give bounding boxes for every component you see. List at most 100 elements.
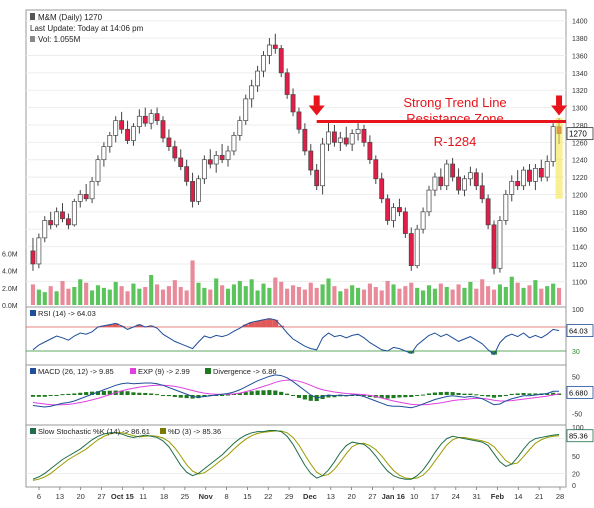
volume-bar	[249, 279, 254, 305]
volume-bar	[444, 287, 449, 305]
volume-tick-label: 6.0M	[2, 252, 18, 259]
divergence-bar	[545, 393, 550, 395]
price-tick-label: 1360	[572, 53, 588, 60]
divergence-bar	[237, 392, 242, 395]
divergence-bar	[285, 393, 290, 395]
volume-bar	[379, 290, 384, 305]
divergence-bar	[95, 391, 101, 395]
rsi-overbought-fill	[272, 319, 279, 327]
volume-legend: Vol: 1.055M	[38, 35, 81, 44]
divergence-bar	[231, 393, 237, 395]
candle-body	[414, 228, 420, 267]
price-tick-label: 1180	[572, 210, 587, 217]
rsi-overbought-fill	[112, 323, 119, 327]
divergence-bar	[89, 391, 95, 395]
divergence-bar	[72, 393, 77, 395]
divergence-bar	[497, 395, 503, 397]
divergence-bar	[273, 390, 278, 395]
volume-bar	[533, 280, 538, 305]
divergence-bar	[527, 393, 532, 395]
y-axis-labels: 1100 1120 1140 1160 1180 1200 1220 1240 1260 1280…	[2, 19, 594, 490]
candle-body	[544, 161, 550, 178]
divergence-bar	[521, 392, 526, 395]
rsi-oversold-fill	[408, 351, 415, 354]
candle-body	[172, 146, 178, 159]
candle-body	[296, 111, 302, 130]
candle-body	[66, 218, 71, 226]
volume-bar	[539, 288, 544, 305]
rsi-value-box	[566, 324, 594, 338]
volume-bar	[125, 291, 130, 305]
divergence-bar	[36, 395, 41, 397]
volume-bar	[225, 288, 231, 305]
divergence-bar	[54, 395, 59, 396]
volume-bars	[30, 260, 562, 305]
rsi-overbought-fill	[118, 325, 125, 327]
price-tick-label: 1200	[572, 192, 588, 199]
candle-body	[30, 250, 36, 265]
candle-body	[438, 176, 444, 187]
candle-body	[550, 126, 556, 162]
candle-body	[237, 120, 243, 136]
divergence-bar	[391, 395, 396, 399]
volume-bar	[243, 286, 248, 305]
divergence-bar	[426, 393, 432, 395]
macd-tick-label: 50	[572, 374, 580, 381]
x-axis-labels: 6 13 20 27 Oct 15 11 18 25 Nov 8 15 22 29 Dec 13 20 27 Ja…	[37, 487, 564, 501]
volume-bar	[551, 283, 556, 305]
divergence-bar	[279, 391, 284, 395]
macd-tick-label: -50	[572, 412, 582, 419]
rsi-oversold-fill	[491, 351, 497, 355]
stochastic-tick-label: 50	[572, 454, 580, 461]
candle-body	[148, 113, 154, 124]
candle-body	[266, 44, 272, 56]
candle-body	[302, 128, 308, 152]
candle-body	[54, 211, 60, 226]
volume-bar	[450, 289, 455, 305]
candle-body	[190, 181, 195, 202]
rsi-legend-swatch	[30, 310, 36, 316]
stochastic-value-label: 85.36	[569, 432, 588, 441]
divergence-bar	[397, 395, 402, 398]
x-tick-label: 18	[160, 492, 168, 501]
candle-body	[284, 72, 290, 95]
divergence-bar	[432, 392, 437, 395]
divergence-bar	[491, 395, 497, 398]
candle-body	[337, 137, 343, 143]
price-tick-label: 1380	[572, 36, 588, 43]
divergence-bar	[421, 394, 426, 396]
divergence-bar	[503, 395, 508, 396]
volume-legend-swatch	[30, 36, 35, 42]
candle-body	[485, 198, 491, 226]
rsi-overbought-fill	[106, 324, 113, 327]
rsi-overbought-fill	[136, 324, 143, 327]
volume-bar	[350, 285, 355, 305]
stochastic-d-legend-swatch	[160, 428, 166, 434]
volume-bar	[296, 287, 302, 305]
volume-bar	[267, 287, 272, 305]
volume-bar	[432, 288, 437, 305]
x-tick-label: Dec	[303, 492, 317, 501]
volume-bar	[556, 287, 562, 305]
candle-body	[207, 159, 213, 165]
x-tick-label: 21	[535, 492, 543, 501]
volume-bar	[184, 290, 189, 305]
candle-body	[290, 94, 296, 113]
price-tick-label: 1280	[572, 123, 588, 130]
x-tick-label: 22	[264, 492, 272, 501]
candle-body	[314, 169, 320, 187]
volume-bar	[220, 285, 225, 305]
volume-bar	[480, 279, 485, 305]
volume-bar	[48, 286, 53, 305]
chart-title: M&M (Daily) 1270	[38, 13, 103, 22]
annotation-line1: Strong Trend Line	[403, 95, 506, 110]
volume-bar	[503, 287, 508, 305]
volume-bar	[385, 281, 390, 305]
x-tick-label: Oct 15	[111, 492, 134, 501]
divergence-bar	[178, 395, 183, 398]
divergence-bar	[184, 395, 189, 399]
volume-bar	[415, 287, 420, 305]
volume-bar	[95, 285, 101, 305]
volume-bar	[231, 284, 237, 305]
candle-body	[77, 194, 83, 202]
